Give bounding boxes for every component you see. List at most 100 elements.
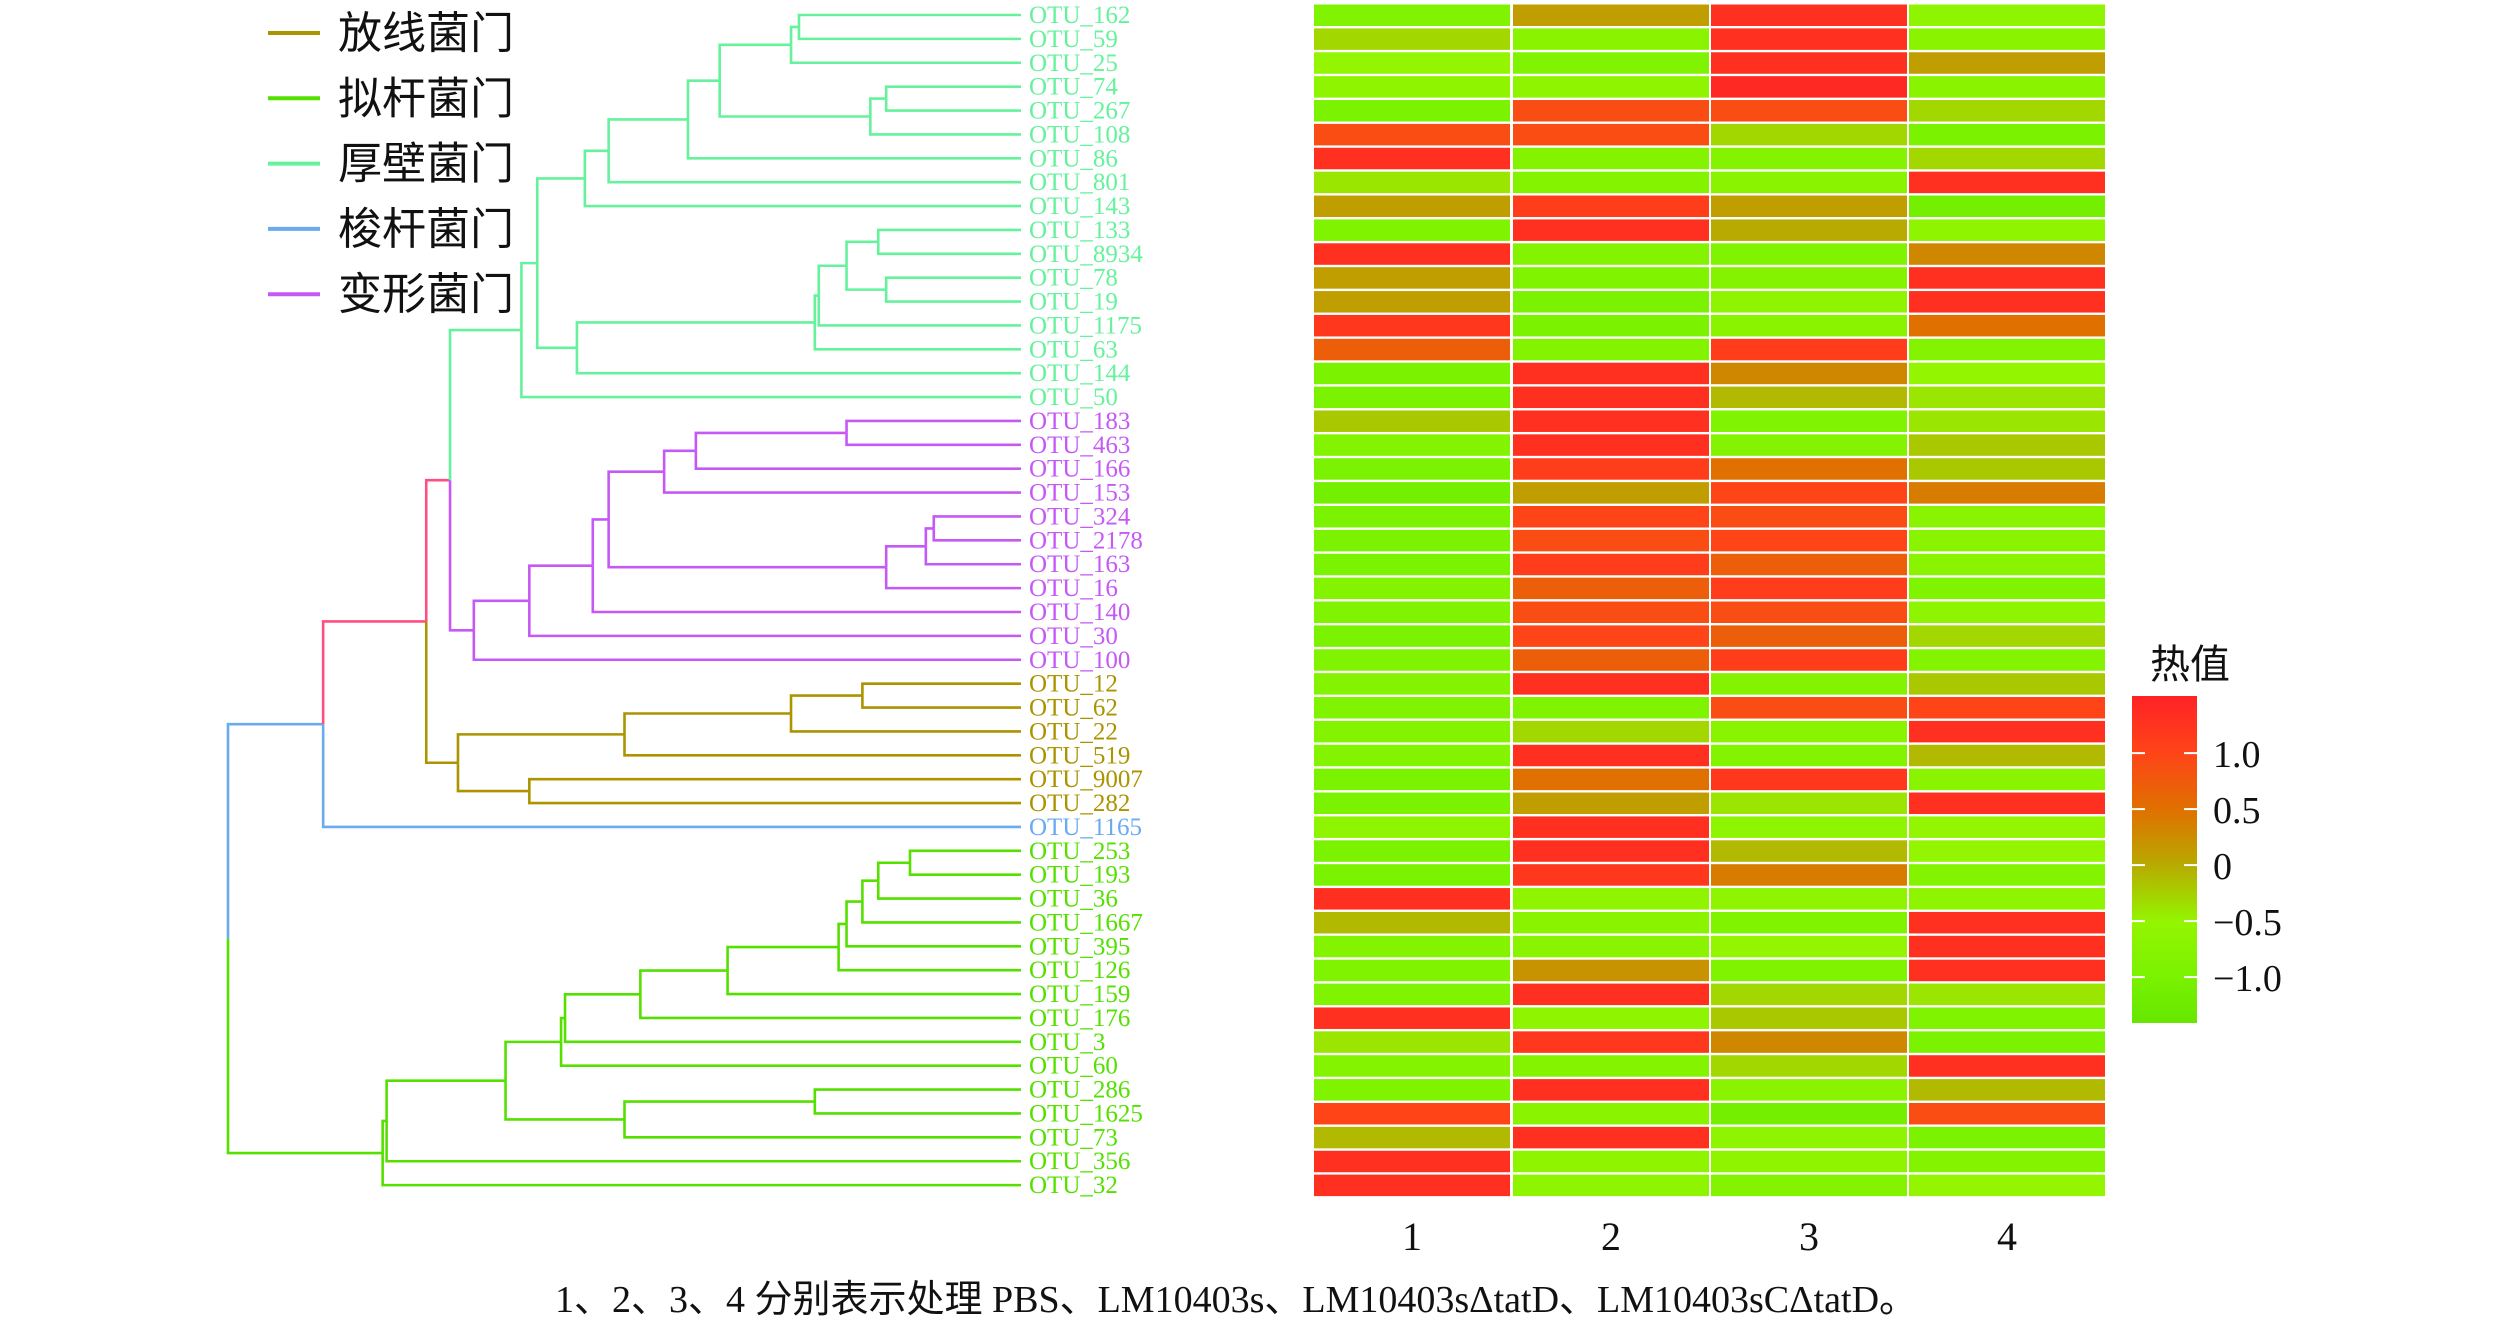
- heatmap-cell: [1513, 76, 1709, 98]
- heatmap-cell: [1513, 1126, 1709, 1149]
- heatmap-cell: [1513, 147, 1709, 170]
- heatmap-cell: [1909, 291, 2105, 313]
- heatmap-cell: [1513, 1007, 1709, 1029]
- heatmap-cell: [1513, 577, 1709, 600]
- heatmap-cell: [1711, 4, 1907, 26]
- dendrogram-leaf-branch: [520, 330, 1021, 399]
- heatmap-cell: [1314, 816, 1510, 838]
- heatmap-cell: [1711, 840, 1907, 862]
- dendrogram-leaf-branch: [528, 791, 1021, 805]
- heatmap-cell: [1909, 768, 2105, 791]
- otu-label: OTU_50: [1029, 384, 1118, 411]
- heatmap-cell: [1909, 720, 2105, 743]
- heatmap-cell: [1314, 911, 1510, 934]
- heatmap-cell: [1711, 577, 1907, 600]
- dendrogram-leaf-branch: [884, 567, 1021, 590]
- heatmap-cell: [1513, 888, 1709, 910]
- heatmap-cell: [1909, 1126, 2105, 1149]
- heatmap-cell: [1711, 147, 1907, 170]
- dendrogram-leaf-branch: [385, 1120, 1021, 1163]
- otu-label: OTU_8934: [1029, 241, 1143, 268]
- dendrogram-leaf-branch: [607, 150, 1021, 184]
- heatmap-cell: [1909, 577, 2105, 600]
- heatmap-cell: [1513, 1031, 1709, 1053]
- dendrogram-branch: [924, 527, 934, 547]
- otu-label: OTU_801: [1029, 169, 1130, 196]
- heatmap-cell: [1513, 458, 1709, 480]
- otu-label: OTU_166: [1029, 456, 1130, 483]
- heatmap-cell: [1314, 577, 1510, 600]
- dendrogram-branch: [869, 97, 887, 117]
- heatmap-cell: [1314, 673, 1510, 695]
- heatmap-cell: [1314, 1150, 1510, 1173]
- heatmap-cell: [1909, 959, 2105, 982]
- dendrogram-leaf-branch: [797, 26, 1021, 41]
- otu-label: OTU_126: [1029, 957, 1130, 984]
- heatmap-cell: [1711, 959, 1907, 982]
- otu-label: OTU_1175: [1029, 312, 1142, 339]
- heatmap-cell: [1909, 1079, 2105, 1101]
- dendrogram-leaf-branch: [845, 923, 1021, 948]
- otu-label: OTU_108: [1029, 121, 1130, 148]
- heatmap-cell: [1711, 458, 1907, 480]
- dendrogram-branch: [837, 922, 847, 948]
- heatmap-cell: [1314, 1079, 1510, 1101]
- dendrogram-leaf-branch: [694, 450, 1021, 471]
- heatmap-cells: [1314, 4, 2105, 1197]
- dendrogram-leaf-branch: [623, 734, 1021, 757]
- dendrogram-leaf-branch: [639, 994, 1021, 1020]
- heatmap-cell: [1314, 864, 1510, 886]
- heatmap-cell: [1711, 243, 1907, 265]
- heatmap-cell: [1711, 816, 1907, 838]
- heatmap-cell: [1711, 720, 1907, 743]
- heatmap-cell: [1711, 864, 1907, 886]
- heatmap-cell: [1314, 4, 1510, 26]
- otu-label: OTU_395: [1029, 933, 1130, 960]
- heatmap-cell: [1314, 601, 1510, 623]
- otu-label: OTU_153: [1029, 480, 1130, 507]
- heatmap-cell: [1513, 625, 1709, 647]
- dendrogram-leaf-branch: [575, 347, 1021, 375]
- heatmap-cell: [1314, 76, 1510, 98]
- dendrogram-leaf-branch: [932, 515, 1021, 529]
- dendrogram-leaf-branch: [686, 119, 1021, 160]
- dendrogram-branch: [535, 177, 585, 264]
- column-label: 1: [1402, 1214, 1422, 1259]
- heatmap-cell: [1909, 1174, 2105, 1197]
- dendrogram-branch: [718, 43, 792, 81]
- otu-label: OTU_86: [1029, 145, 1118, 172]
- heatmap-cell: [1711, 649, 1907, 671]
- otu-label: OTU_12: [1029, 671, 1118, 698]
- dendrogram-branch: [226, 938, 383, 1155]
- heatmap-cell: [1909, 888, 2105, 910]
- colorbar-tick-label: −0.5: [2213, 902, 2282, 944]
- heatmap-cell: [1513, 195, 1709, 218]
- dendrogram-leaf-branch: [662, 471, 1021, 494]
- heatmap-cell: [1711, 697, 1907, 719]
- heatmap-cell: [1314, 243, 1510, 265]
- otu-label: OTU_463: [1029, 432, 1130, 459]
- heatmap-cell: [1314, 840, 1510, 862]
- dendrogram-leaf-branch: [861, 695, 1021, 709]
- heatmap-cell: [1909, 744, 2105, 767]
- otu-label: OTU_30: [1029, 623, 1118, 650]
- colorbar-tick-label: 1.0: [2213, 734, 2261, 776]
- heatmap-cell: [1314, 935, 1510, 958]
- heatmap-cell: [1711, 195, 1907, 218]
- heatmap-cell: [1711, 601, 1907, 623]
- heatmap-cell: [1711, 744, 1907, 767]
- dendrogram-leaf-branch: [813, 1101, 1021, 1115]
- heatmap-cell: [1314, 1031, 1510, 1053]
- heatmap-cell: [1314, 1007, 1510, 1029]
- heatmap-cell: [1711, 100, 1907, 122]
- otu-label: OTU_1625: [1029, 1100, 1143, 1127]
- otu-label: OTU_356: [1029, 1148, 1130, 1175]
- heatmap-cell: [1711, 935, 1907, 958]
- heatmap-cell: [1909, 935, 2105, 958]
- heatmap-cell: [1909, 171, 2105, 194]
- heatmap-cell: [1513, 123, 1709, 146]
- heatmap-cell: [1711, 267, 1907, 289]
- heatmap-cell: [1711, 983, 1907, 1006]
- heatmap-cell: [1314, 28, 1510, 50]
- dendrogram-leaf-branch: [845, 419, 1021, 433]
